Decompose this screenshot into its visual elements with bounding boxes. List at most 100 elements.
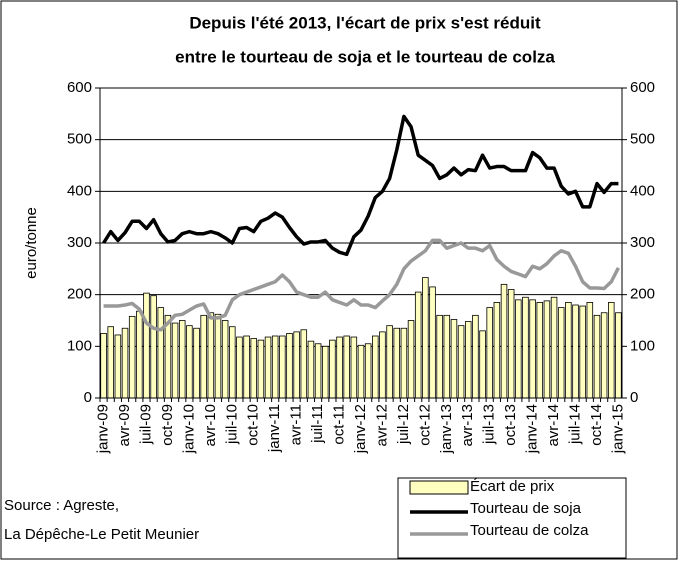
bar	[407, 320, 415, 399]
bar	[372, 335, 379, 399]
bar	[279, 335, 286, 399]
x-tick-label: oct-09	[159, 404, 176, 446]
legend-label: Écart de prix	[470, 478, 555, 495]
bar	[479, 330, 486, 399]
bar	[286, 333, 293, 399]
x-tick-label: juil-10	[223, 404, 240, 445]
bar	[493, 302, 501, 399]
x-tick-label: oct-10	[245, 404, 262, 446]
y-tick-label: 400	[67, 182, 92, 199]
bar	[565, 302, 572, 399]
bar	[450, 319, 458, 399]
bar	[214, 313, 222, 399]
bar	[608, 302, 615, 399]
x-tick-label: avr-09	[116, 404, 133, 447]
legend-label: Tourteau de colza	[470, 522, 589, 539]
bar	[307, 340, 315, 399]
bar	[443, 314, 451, 399]
bar	[436, 314, 443, 399]
bar	[615, 312, 622, 399]
bar	[193, 327, 200, 399]
x-tick-label: janv-12	[352, 404, 369, 454]
bar	[472, 314, 479, 399]
source-note: La Dépêche-Le Petit Meunier	[4, 526, 199, 543]
bar	[200, 314, 207, 399]
bar	[579, 305, 586, 399]
bar	[171, 322, 179, 399]
bar	[429, 286, 436, 399]
bar	[221, 320, 229, 399]
bar	[507, 289, 515, 399]
bar	[543, 300, 551, 399]
y-tick-label: 0	[84, 389, 92, 406]
y2-tick-label: 0	[630, 389, 638, 406]
x-tick-label: avr-10	[202, 404, 219, 447]
bar	[586, 302, 594, 399]
bar	[386, 325, 393, 399]
y-tick-label: 200	[67, 286, 92, 303]
bar	[300, 329, 308, 399]
bar	[100, 333, 107, 399]
bar	[515, 299, 522, 399]
bar	[314, 343, 322, 399]
y2-tick-label: 600	[630, 79, 655, 96]
bar	[572, 304, 579, 399]
bar	[121, 327, 129, 399]
chart-title: Depuis l'été 2013, l'écart de prix s'est…	[189, 13, 541, 32]
x-tick-label: juil-09	[137, 404, 154, 445]
bar	[293, 331, 300, 399]
x-tick-label: oct-13	[502, 404, 519, 446]
bar	[243, 335, 250, 399]
bar	[271, 335, 279, 399]
legend-label: Tourteau de soja	[470, 500, 582, 517]
x-tick-label: oct-14	[588, 404, 605, 446]
bar	[229, 326, 236, 399]
bar	[250, 338, 258, 399]
x-tick-label: janv-13	[438, 404, 455, 454]
bar	[364, 343, 372, 399]
bar	[457, 325, 465, 399]
x-tick-label: janv-09	[95, 404, 112, 454]
y-tick-label: 500	[67, 131, 92, 148]
x-tick-label: avr-13	[459, 404, 476, 447]
line	[102, 114, 619, 257]
source-note: Source : Agreste,	[4, 497, 119, 514]
bar	[143, 292, 150, 399]
bar	[136, 310, 143, 399]
y-axis-label: euro/tonne	[23, 207, 40, 279]
bar	[236, 336, 243, 399]
bar	[393, 327, 401, 399]
bar	[600, 312, 608, 399]
bar	[107, 326, 114, 399]
y-tick-label: 300	[67, 234, 92, 251]
x-tick-label: juil-13	[481, 404, 498, 445]
x-tick-label: avr-12	[373, 404, 390, 447]
x-tick-label: janv-14	[524, 404, 541, 454]
x-tick-label: oct-12	[416, 404, 433, 446]
line	[103, 238, 620, 332]
bar	[321, 345, 329, 399]
y2-tick-label: 500	[630, 131, 655, 148]
bar	[593, 314, 601, 399]
y2-tick-label: 300	[630, 234, 655, 251]
bar	[379, 331, 386, 399]
bar	[522, 296, 529, 399]
y2-tick-label: 400	[630, 182, 655, 199]
x-tick-label: oct-11	[331, 404, 348, 445]
bar	[486, 307, 493, 399]
bar	[414, 291, 422, 399]
bar	[157, 307, 165, 399]
bar	[400, 327, 408, 399]
y-tick-label: 100	[67, 337, 92, 354]
x-tick-label: janv-11	[266, 404, 283, 453]
bar	[164, 314, 172, 399]
chart-title: entre le tourteau de soja et le tourteau…	[175, 47, 555, 66]
y-tick-label: 600	[67, 79, 92, 96]
x-tick-label: janv-10	[180, 404, 197, 454]
bar	[128, 315, 136, 399]
bar	[329, 339, 336, 399]
bar	[536, 302, 544, 399]
bar	[257, 339, 265, 399]
bar	[150, 295, 157, 399]
